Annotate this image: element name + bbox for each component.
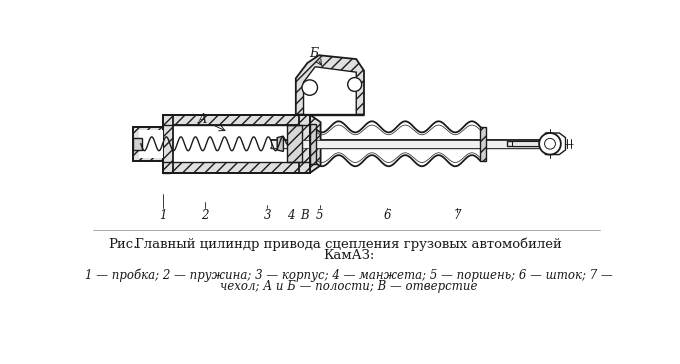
Bar [507,142,539,146]
Text: 4: 4 [287,209,294,222]
Text: 6: 6 [384,209,391,222]
Bar [480,127,486,161]
Polygon shape [512,142,539,146]
Text: 7: 7 [454,209,461,222]
Text: 1: 1 [158,209,166,222]
Text: чехол; А и Б — полости; В — отверстие: чехол; А и Б — полости; В — отверстие [220,280,477,293]
Text: 2: 2 [201,209,209,222]
Circle shape [302,80,318,95]
Text: 5: 5 [316,209,324,222]
Text: А: А [198,112,207,126]
Text: Главный цилиндр привода сцепления грузовых автомобилей: Главный цилиндр привода сцепления грузов… [135,238,562,251]
Text: В: В [300,209,309,222]
Bar [133,138,142,150]
Text: 1 — пробка; 2 — пружина; 3 — корпус; 4 — манжета; 5 — поршень; 6 — шток; 7 —: 1 — пробка; 2 — пружина; 3 — корпус; 4 —… [84,269,613,282]
Text: Рис.: Рис. [108,238,137,252]
Polygon shape [163,115,173,173]
Polygon shape [163,115,310,125]
Polygon shape [299,115,310,173]
Bar [139,130,163,158]
Polygon shape [310,115,320,173]
Polygon shape [296,55,364,115]
Bar [310,124,316,164]
Polygon shape [163,162,170,173]
Text: 3: 3 [263,209,271,222]
Circle shape [539,133,561,155]
Polygon shape [163,162,310,173]
Bar [173,125,299,162]
Polygon shape [286,125,302,162]
Circle shape [347,78,362,91]
Polygon shape [163,115,170,125]
Polygon shape [303,67,356,115]
Text: КамАЗ:: КамАЗ: [323,249,374,262]
Polygon shape [545,133,566,155]
Polygon shape [277,136,284,151]
Circle shape [545,138,556,149]
Polygon shape [133,127,163,161]
Bar [271,140,539,148]
Text: Б: Б [309,47,318,60]
